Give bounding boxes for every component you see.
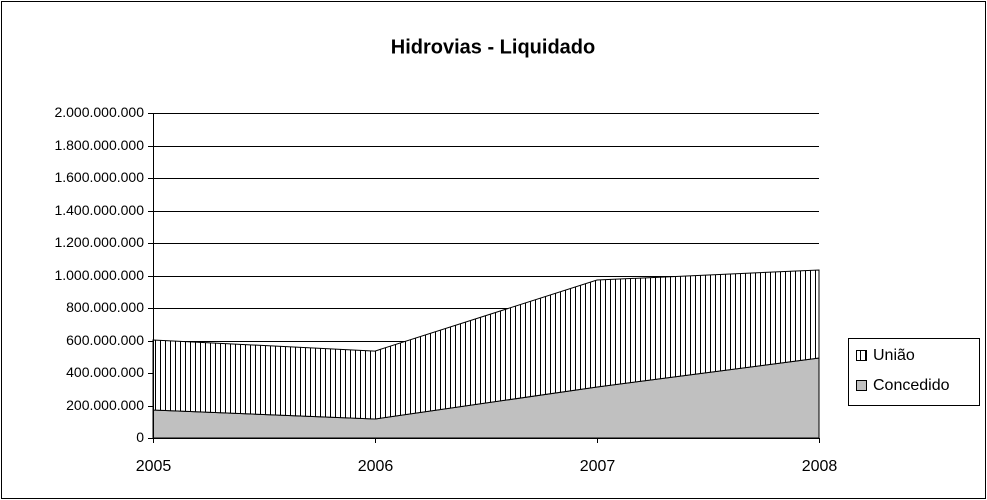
y-tick-label: 800.000.000 [66,299,144,315]
legend-label: Concedido [873,377,950,394]
y-tick-label: 400.000.000 [66,364,144,380]
x-tick-label: 2006 [358,458,394,475]
y-tick-label: 0 [136,429,144,445]
y-tick-label: 1.600.000.000 [54,169,144,185]
area [152,269,820,420]
x-tick-label: 2008 [802,458,838,475]
y-tick-label: 200.000.000 [66,397,144,413]
chart-title: Hidrovias - Liquidado [391,36,595,58]
y-tick-label: 1.400.000.000 [54,202,144,218]
legend [848,338,980,406]
y-tick-label: 600.000.000 [66,332,144,348]
legend-swatch [856,350,867,361]
x-tick-label: 2007 [580,458,616,475]
y-tick-label: 2.000.000.000 [54,104,144,120]
y-tick-label: 1.800.000.000 [54,137,144,153]
x-tick-label: 2005 [136,458,172,475]
y-tick-label: 1.000.000.000 [54,267,144,283]
legend-label: União [873,347,915,364]
y-tick-label: 1.200.000.000 [54,234,144,250]
legend-swatch [856,380,867,391]
